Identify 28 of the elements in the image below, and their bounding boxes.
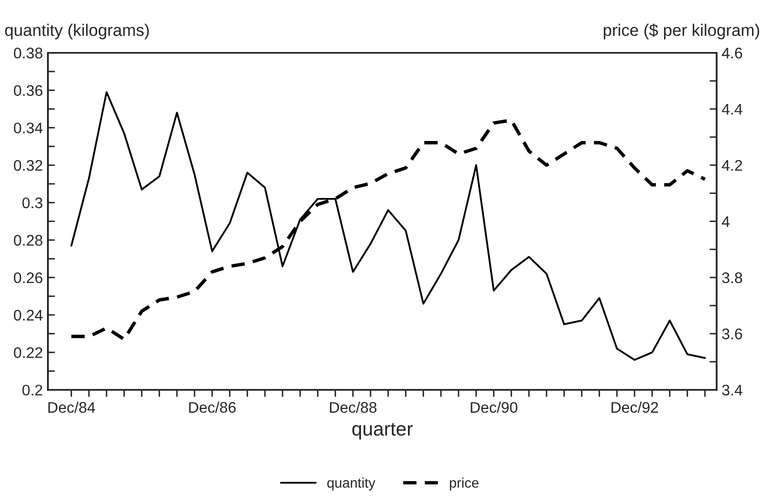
x-tick-label: Dec/84 — [48, 402, 96, 413]
y2-tick-label: 3.4 — [722, 384, 742, 396]
y-tick-label: 0.3 — [22, 197, 42, 208]
y-axis-title: quantity (kilograms) — [5, 24, 149, 40]
x-tick-label: Dec/92 — [612, 402, 658, 413]
y2-tick-label: 3.6 — [722, 328, 742, 340]
y-tick-label: 0.24 — [14, 310, 43, 321]
line-series — [70, 91, 706, 361]
y-tick-label: 0.28 — [14, 234, 42, 246]
y2-axis-title: price ($ per kilogram) — [604, 24, 760, 40]
x-tick-label: Dec/90 — [470, 402, 518, 413]
y-tick-label: 0.32 — [14, 160, 42, 171]
x-tick-label: Dec/86 — [189, 402, 236, 413]
x-axis-title: quarter — [352, 422, 413, 440]
legend-label: price — [450, 478, 478, 490]
legend-label: quantity — [327, 478, 376, 490]
y2-tick-label: 4.2 — [722, 160, 742, 171]
y-tick-label: 0.2 — [22, 384, 42, 396]
y2-tick-label: 4.6 — [722, 48, 742, 58]
y2-tick-label: 4.4 — [722, 104, 742, 115]
y2-tick-label: 3.8 — [722, 272, 742, 284]
y-tick-label: 0.26 — [14, 272, 42, 284]
x-tick-label: Dec/88 — [330, 402, 376, 413]
y2-tick-label: 4 — [722, 216, 730, 227]
y-tick-label: 0.22 — [14, 347, 42, 358]
y-tick-label: 0.34 — [14, 122, 43, 134]
y-tick-label: 0.36 — [14, 85, 42, 96]
y-tick-label: 0.38 — [14, 48, 42, 58]
